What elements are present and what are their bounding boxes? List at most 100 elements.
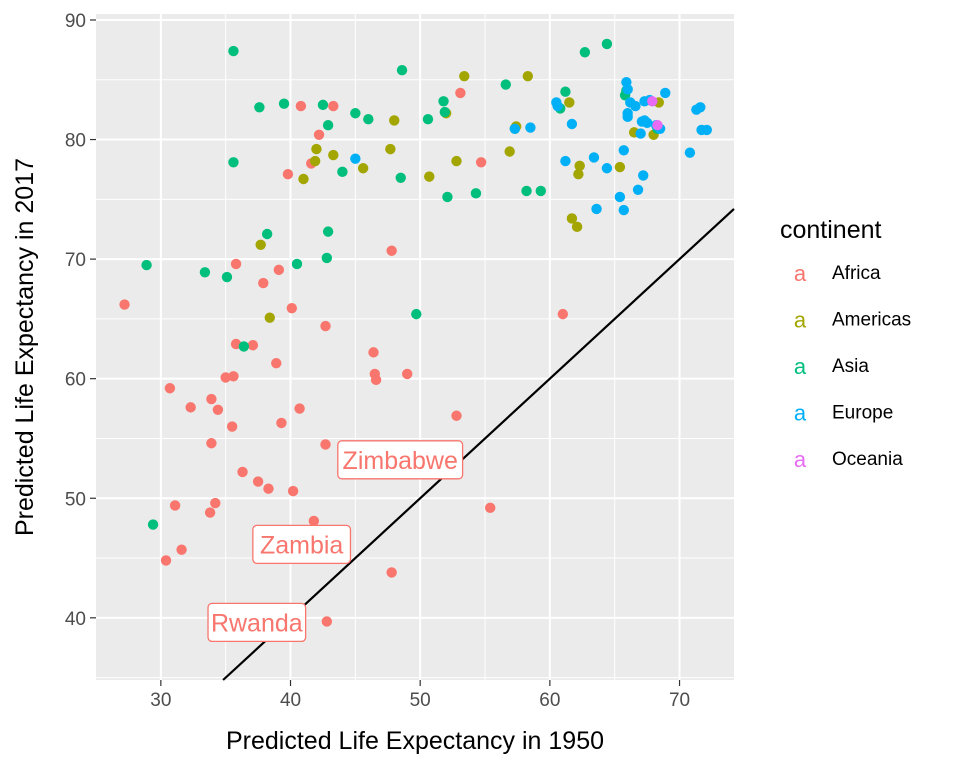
x-tick-label: 60 — [539, 690, 560, 711]
x-tick-label: 40 — [280, 690, 301, 711]
data-point-europe — [552, 100, 563, 112]
data-point-asia — [278, 98, 290, 109]
data-point-americas — [571, 221, 583, 233]
data-point-africa — [475, 157, 487, 168]
data-point-africa — [386, 245, 397, 256]
data-point-asia — [317, 99, 329, 111]
data-point-americas — [255, 239, 266, 250]
data-point-africa — [210, 497, 221, 509]
data-point-europe — [509, 123, 521, 134]
data-point-africa — [169, 500, 181, 511]
x-tick-label: 50 — [410, 690, 431, 711]
data-point-africa — [485, 502, 496, 514]
legend-key-glyph: a — [794, 401, 807, 426]
data-point-americas — [573, 169, 584, 180]
data-point-europe — [560, 155, 571, 167]
data-point-africa — [308, 515, 320, 527]
legend-label: Oceania — [832, 449, 903, 470]
data-point-asia — [261, 228, 273, 240]
data-point-africa — [320, 320, 331, 332]
data-point-europe — [632, 184, 644, 195]
data-point-asia — [439, 106, 451, 118]
annotation-box — [337, 440, 464, 480]
data-point-oceania — [652, 119, 663, 131]
legend-key-glyph: a — [794, 447, 807, 472]
data-point-africa — [295, 100, 307, 112]
data-point-africa — [276, 417, 287, 429]
data-point-americas — [566, 213, 578, 224]
data-point-asia — [321, 252, 333, 264]
data-point-africa — [455, 87, 466, 99]
y-tick-label: 90 — [65, 11, 86, 32]
data-point-asia — [221, 271, 233, 283]
data-point-europe — [630, 100, 641, 112]
data-point-africa — [212, 404, 224, 415]
annotations: Rwanda Zambia Zimbabwe — [207, 440, 464, 643]
data-points — [119, 38, 712, 627]
data-point-oceania — [647, 96, 658, 107]
major-gridlines — [96, 14, 734, 680]
data-point-americas — [504, 146, 515, 157]
data-point-americas — [357, 163, 369, 174]
data-point-africa — [451, 410, 462, 421]
data-point-africa — [160, 555, 172, 566]
data-point-africa — [230, 258, 242, 270]
x-tick-label: 70 — [669, 690, 690, 711]
data-point-americas — [459, 70, 470, 82]
y-tick-label: 50 — [65, 489, 86, 510]
data-point-africa — [204, 507, 216, 518]
data-point-americas — [309, 155, 321, 167]
data-point-asia — [141, 259, 152, 271]
data-point-africa — [282, 169, 294, 180]
data-point-africa — [368, 347, 379, 358]
legend-label: Europe — [832, 403, 893, 424]
data-point-asia — [579, 47, 591, 58]
data-point-asia — [422, 114, 434, 125]
data-point-africa — [247, 340, 259, 351]
data-point-americas — [298, 173, 309, 185]
data-point-africa — [176, 544, 187, 555]
data-point-asia — [322, 226, 334, 237]
data-point-europe — [350, 153, 361, 164]
data-point-europe — [641, 117, 653, 129]
x-tick-label: 30 — [150, 690, 171, 711]
data-point-africa — [321, 616, 333, 627]
reference-line — [222, 208, 735, 681]
data-point-europe — [622, 84, 633, 95]
data-point-asia — [337, 166, 348, 178]
data-point-americas — [424, 171, 435, 182]
data-point-africa — [220, 372, 231, 383]
plot-panel — [96, 14, 734, 680]
data-point-americas — [311, 143, 322, 155]
data-point-africa — [313, 129, 325, 140]
data-point-asia — [147, 519, 159, 530]
data-point-asia — [238, 341, 250, 352]
data-point-africa — [402, 368, 413, 380]
data-point-africa — [252, 476, 264, 487]
y-axis-title: Predicted Life Expectancy in 2017 — [11, 158, 39, 536]
data-point-americas — [328, 149, 339, 161]
annotation-box — [207, 602, 307, 643]
data-point-americas — [574, 160, 585, 172]
y-tick-label: 40 — [65, 609, 86, 630]
data-point-europe — [660, 87, 671, 99]
data-point-americas — [385, 143, 396, 155]
data-point-africa — [557, 308, 569, 320]
data-point-africa — [294, 403, 305, 414]
data-point-asia — [395, 172, 406, 184]
data-point-asia — [411, 308, 422, 320]
legend-key-glyph: a — [794, 354, 807, 379]
legend-label: Africa — [832, 263, 881, 284]
legend: continent a Africa a Americas a Asia a Europe a O… — [780, 216, 911, 472]
data-point-asia — [442, 191, 453, 203]
data-point-africa — [386, 567, 397, 578]
data-point-americas — [264, 312, 275, 323]
annotation-label: Rwanda — [211, 609, 303, 637]
data-point-europe — [525, 122, 536, 133]
data-point-europe — [701, 124, 712, 136]
data-point-asia — [199, 267, 211, 278]
data-point-africa — [263, 483, 274, 494]
data-point-europe — [614, 191, 626, 203]
data-point-africa — [119, 299, 130, 310]
